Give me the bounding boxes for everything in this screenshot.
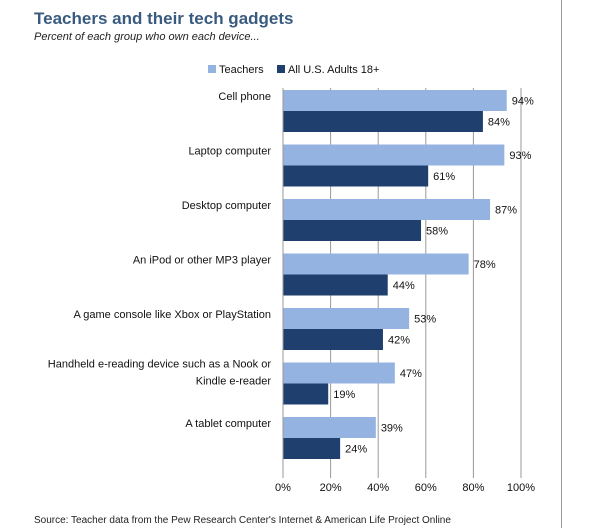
bar-teachers-desktop-computer — [283, 199, 491, 220]
bar-adults-a-tablet-computer — [283, 438, 341, 459]
value-label-teachers-desktop-computer: 87% — [495, 205, 517, 217]
legend-swatch-adults — [277, 65, 285, 73]
category-label-handheld-e-reading-device-such-as-a-nook-or-kindle-e-reader: Handheld e-reading device such as a Nook… — [48, 359, 272, 388]
legend-label-adults: All U.S. Adults 18+ — [288, 64, 380, 76]
bar-teachers-handheld-e-reading-device-such-as-a-nook-or-kindle-e-reader — [283, 362, 395, 384]
legend-swatch-teachers — [208, 65, 216, 73]
bar-teachers-an-ipod-or-other-mp3-player — [283, 253, 469, 275]
bar-adults-laptop-computer — [283, 165, 429, 187]
legend-label-teachers: Teachers — [219, 64, 264, 76]
chart-subtitle: Percent of each group who own each devic… — [34, 31, 260, 43]
source-note: Source: Teacher data from the Pew Resear… — [34, 515, 451, 526]
value-label-adults-a-tablet-computer: 24% — [345, 444, 367, 456]
bar-teachers-cell-phone — [283, 90, 507, 111]
category-label-an-ipod-or-other-mp3-player: An iPod or other MP3 player — [133, 255, 272, 267]
bar-teachers-a-game-console-like-xbox-or-playstation — [283, 308, 410, 329]
x-tick-label-60: 60% — [415, 482, 437, 494]
value-label-teachers-laptop-computer: 93% — [509, 150, 531, 162]
category-label-desktop-computer: Desktop computer — [182, 200, 272, 212]
value-label-adults-cell-phone: 84% — [488, 117, 510, 129]
x-tick-label-40: 40% — [367, 482, 389, 494]
bar-adults-cell-phone — [283, 111, 483, 132]
bar-adults-handheld-e-reading-device-such-as-a-nook-or-kindle-e-reader — [283, 383, 329, 405]
value-label-adults-handheld-e-reading-device-such-as-a-nook-or-kindle-e-reader: 19% — [333, 389, 355, 401]
bar-teachers-a-tablet-computer — [283, 417, 376, 438]
value-label-adults-laptop-computer: 61% — [433, 171, 455, 183]
right-border-rule — [561, 0, 562, 528]
bar-adults-an-ipod-or-other-mp3-player — [283, 274, 388, 296]
x-tick-label-100: 100% — [507, 482, 535, 494]
category-label-laptop-computer: Laptop computer — [188, 146, 271, 158]
chart-title: Teachers and their tech gadgets — [34, 9, 294, 28]
bar-adults-a-game-console-like-xbox-or-playstation — [283, 329, 383, 350]
category-label-a-game-console-like-xbox-or-playstation: A game console like Xbox or PlayStation — [73, 309, 271, 321]
category-label-cell-phone: Cell phone — [218, 91, 271, 103]
x-tick-label-20: 20% — [320, 482, 342, 494]
bar-adults-desktop-computer — [283, 220, 422, 241]
value-label-teachers-a-tablet-computer: 39% — [381, 423, 403, 435]
x-tick-label-0: 0% — [275, 482, 291, 494]
value-label-teachers-cell-phone: 94% — [512, 96, 534, 108]
value-label-teachers-handheld-e-reading-device-such-as-a-nook-or-kindle-e-reader: 47% — [400, 368, 422, 380]
x-tick-label-80: 80% — [462, 482, 484, 494]
value-label-teachers-a-game-console-like-xbox-or-playstation: 53% — [414, 314, 436, 326]
value-label-teachers-an-ipod-or-other-mp3-player: 78% — [474, 259, 496, 271]
value-label-adults-a-game-console-like-xbox-or-playstation: 42% — [388, 335, 410, 347]
value-label-adults-an-ipod-or-other-mp3-player: 44% — [393, 280, 415, 292]
value-label-adults-desktop-computer: 58% — [426, 226, 448, 238]
bar-teachers-laptop-computer — [283, 144, 505, 166]
legend-item-teachers: Teachers — [208, 64, 264, 76]
category-label-a-tablet-computer: A tablet computer — [185, 418, 271, 430]
legend-item-adults: All U.S. Adults 18+ — [277, 64, 379, 76]
